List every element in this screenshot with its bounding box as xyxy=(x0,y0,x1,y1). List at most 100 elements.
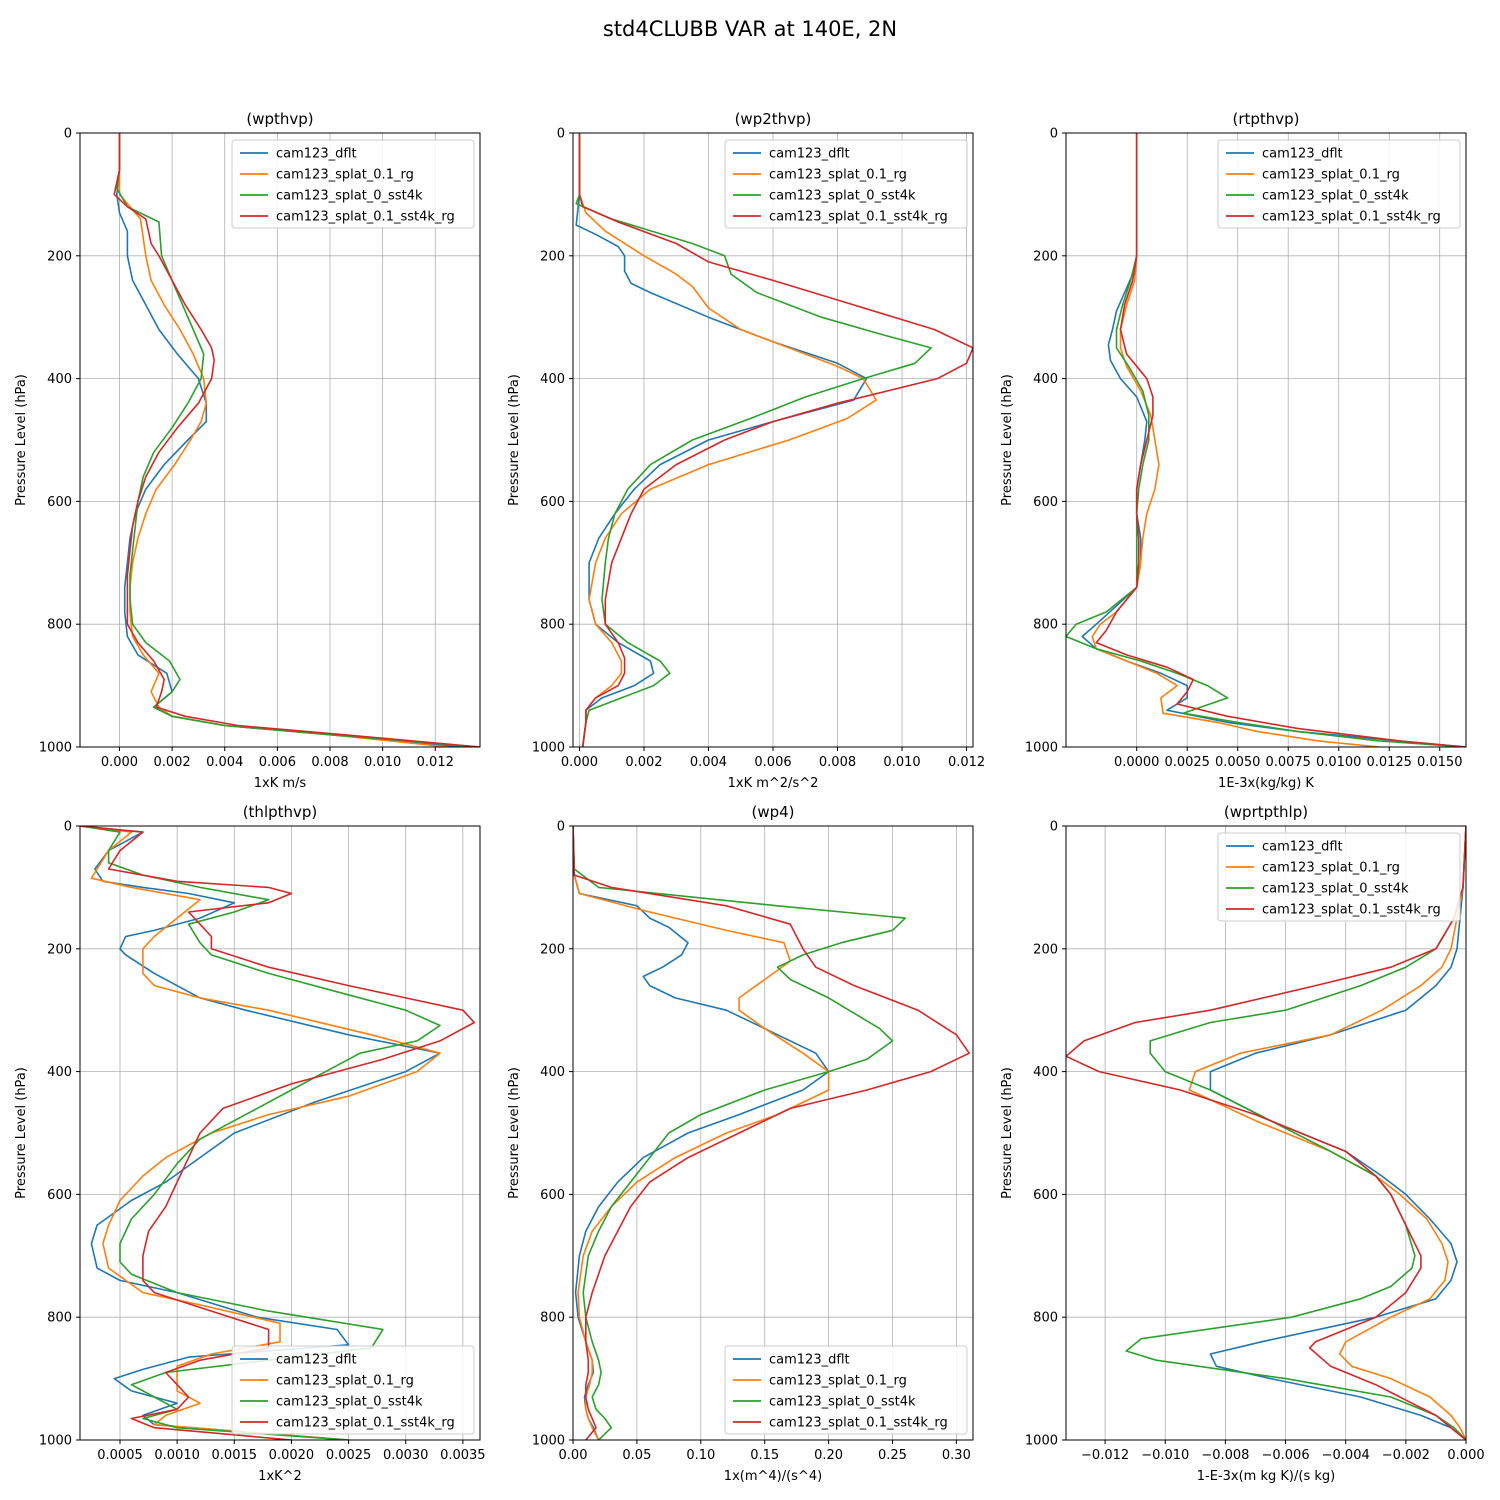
series-line-cam123-splat-0-1-sst4k-rg xyxy=(113,133,480,747)
y-tick-label: 0 xyxy=(64,127,72,142)
legend-item: cam123_dflt xyxy=(1226,147,1343,162)
legend-item: cam123_splat_0_sst4k xyxy=(733,189,916,204)
series-group xyxy=(80,826,476,1440)
legend-box xyxy=(231,139,475,229)
legend-item: cam123_dflt xyxy=(733,147,850,162)
x-tick-label: 0.004 xyxy=(206,755,243,770)
legend-label: cam123_dflt xyxy=(769,1353,850,1368)
legend-item: cam123_splat_0.1_rg xyxy=(240,168,414,183)
legend-label: cam123_splat_0.1_rg xyxy=(769,1374,907,1389)
legend-box xyxy=(724,139,968,229)
legend-label: cam123_splat_0.1_sst4k_rg xyxy=(276,210,455,225)
chart-title: (wp2thvp) xyxy=(735,110,812,128)
legend-item: cam123_splat_0_sst4k xyxy=(1226,882,1409,897)
x-axis-label: 1xK m/s xyxy=(254,776,307,791)
axes-frame xyxy=(1065,132,1467,748)
x-axis-label: 1xK^2 xyxy=(258,1469,302,1484)
x-tick-label: 0.0015 xyxy=(212,1448,258,1463)
legend: cam123_dflt cam123_splat_0.1_rg cam123_spl… xyxy=(1217,832,1461,922)
x-tick-label: 0.010 xyxy=(364,755,401,770)
legend-box xyxy=(1217,139,1461,229)
series-line-cam123-splat-0-1-rg xyxy=(573,826,830,1440)
y-tick-label: 1000 xyxy=(39,741,72,756)
y-tick-label: 1000 xyxy=(1025,1434,1058,1449)
legend-item: cam123_dflt xyxy=(240,147,357,162)
y-tick-label: 200 xyxy=(540,942,565,957)
x-tick-label: 0.000 xyxy=(101,755,138,770)
x-tick-label: −0.008 xyxy=(1201,1448,1249,1463)
legend-item: cam123_splat_0.1_sst4k_rg xyxy=(733,1416,948,1431)
x-axis-label: 1E-3x(kg/kg) K xyxy=(1218,776,1314,791)
x-tick-label: 0.0075 xyxy=(1265,755,1311,770)
y-axis-label: Pressure Level (hPa) xyxy=(507,374,522,506)
legend-item: cam123_splat_0.1_rg xyxy=(733,168,907,183)
chart-panel-2: 0.000 0.002 0.004 0.006 0.008 0.010 0.012 0 200 4… xyxy=(507,110,985,791)
series-line-cam123-splat-0-1-sst4k-rg xyxy=(1095,133,1466,747)
x-tick-label: 0.002 xyxy=(153,755,190,770)
series-line-cam123-dflt xyxy=(1209,826,1466,1440)
x-tick-label: 0.006 xyxy=(754,755,791,770)
x-tick-label: 0.0000 xyxy=(1114,755,1160,770)
y-tick-label: 200 xyxy=(1033,249,1058,264)
series-line-cam123-splat-0-sst4k xyxy=(575,133,932,747)
y-tick-label: 600 xyxy=(540,495,565,510)
legend-label: cam123_splat_0.1_rg xyxy=(276,1374,414,1389)
series-line-cam123-splat-0-sst4k xyxy=(116,133,480,747)
legend-label: cam123_dflt xyxy=(1262,840,1343,855)
y-tick-label: 0 xyxy=(1050,127,1058,142)
legend-item: cam123_dflt xyxy=(1226,840,1343,855)
y-tick-label: 400 xyxy=(1033,1065,1058,1080)
chart-panel-1: 0.000 0.002 0.004 0.006 0.008 0.010 0.012 0 200 4… xyxy=(14,110,481,791)
y-tick-label: 800 xyxy=(47,1311,72,1326)
x-tick-label: 0.002 xyxy=(625,755,662,770)
axes-frame xyxy=(79,825,481,1441)
legend-item: cam123_splat_0.1_rg xyxy=(240,1374,414,1389)
y-tick-label: 1000 xyxy=(532,741,565,756)
series-line-cam123-dflt xyxy=(80,826,441,1440)
axes-frame xyxy=(572,825,974,1441)
x-tick-label: −0.002 xyxy=(1382,1448,1430,1463)
x-tick-label: 0.008 xyxy=(819,755,856,770)
y-tick-label: 200 xyxy=(47,249,72,264)
chart-title: (rtpthvp) xyxy=(1232,110,1299,128)
y-axis-label: Pressure Level (hPa) xyxy=(507,1067,522,1199)
y-tick-label: 400 xyxy=(47,1065,72,1080)
legend-label: cam123_dflt xyxy=(276,1353,357,1368)
series-group xyxy=(573,826,971,1440)
x-tick-label: 0.20 xyxy=(814,1448,843,1463)
axes-frame xyxy=(79,132,481,748)
legend-label: cam123_splat_0.1_rg xyxy=(769,168,907,183)
legend-item: cam123_splat_0.1_sst4k_rg xyxy=(240,210,455,225)
x-tick-label: 0.10 xyxy=(686,1448,715,1463)
chart-panel-4: 0.0005 0.0010 0.0015 0.0020 0.0025 0.0030 0.00… xyxy=(14,803,486,1484)
y-tick-label: 800 xyxy=(1033,1311,1058,1326)
y-tick-label: 600 xyxy=(47,1188,72,1203)
x-tick-label: 0.00 xyxy=(559,1448,588,1463)
x-tick-label: 0.012 xyxy=(417,755,454,770)
x-tick-label: 0.010 xyxy=(883,755,920,770)
y-tick-label: 200 xyxy=(47,942,72,957)
y-tick-label: 600 xyxy=(1033,495,1058,510)
chart-panel-6: −0.012 −0.010 −0.008 −0.006 −0.004 −0.002 0.00… xyxy=(1000,803,1485,1484)
legend-label: cam123_splat_0.1_rg xyxy=(1262,861,1400,876)
legend-label: cam123_splat_0.1_rg xyxy=(276,168,414,183)
series-line-cam123-splat-0-sst4k xyxy=(573,826,907,1440)
legend-box xyxy=(231,1345,475,1435)
y-tick-label: 200 xyxy=(1033,942,1058,957)
y-tick-label: 600 xyxy=(47,495,72,510)
x-tick-label: 0.0025 xyxy=(1164,755,1210,770)
x-tick-label: 0.006 xyxy=(259,755,296,770)
x-tick-label: 0.008 xyxy=(311,755,348,770)
legend-label: cam123_splat_0.1_sst4k_rg xyxy=(1262,210,1441,225)
y-tick-label: 0 xyxy=(557,820,565,835)
x-tick-label: 0.0050 xyxy=(1215,755,1261,770)
chart-title: (wpthvp) xyxy=(246,110,313,128)
series-group xyxy=(1066,826,1466,1440)
legend-label: cam123_splat_0.1_sst4k_rg xyxy=(1262,903,1441,918)
y-tick-label: 1000 xyxy=(532,1434,565,1449)
x-tick-label: 0.012 xyxy=(948,755,985,770)
y-tick-label: 600 xyxy=(1033,1188,1058,1203)
y-tick-label: 600 xyxy=(540,1188,565,1203)
legend-item: cam123_splat_0.1_sst4k_rg xyxy=(733,210,948,225)
